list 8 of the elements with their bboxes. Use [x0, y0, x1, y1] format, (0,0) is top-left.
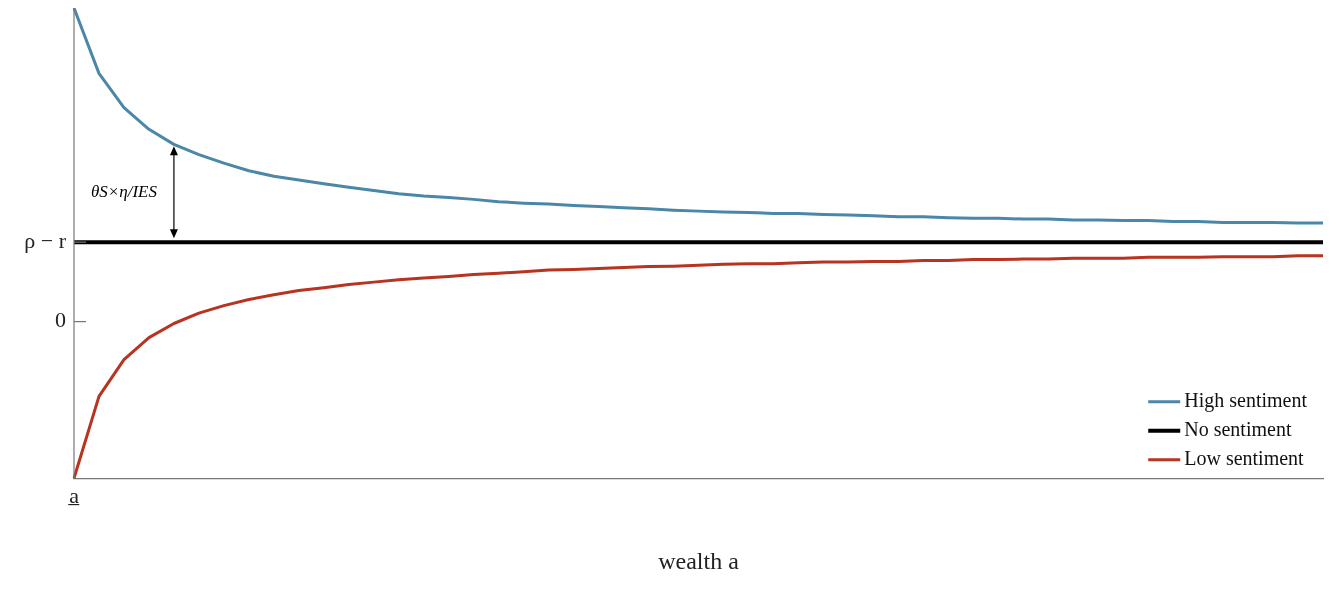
ref-line-label: ρ − r: [24, 227, 67, 253]
annotation: θS×η/IES: [90, 181, 158, 201]
legend-label: High sentiment: [1184, 388, 1308, 412]
ref-line-label: 0: [55, 307, 66, 333]
x-axis-title: wealth a: [658, 547, 740, 574]
legend-label: No sentiment: [1184, 417, 1292, 440]
text: a̲: [67, 482, 80, 508]
legend-label: Low sentiment: [1184, 446, 1305, 469]
